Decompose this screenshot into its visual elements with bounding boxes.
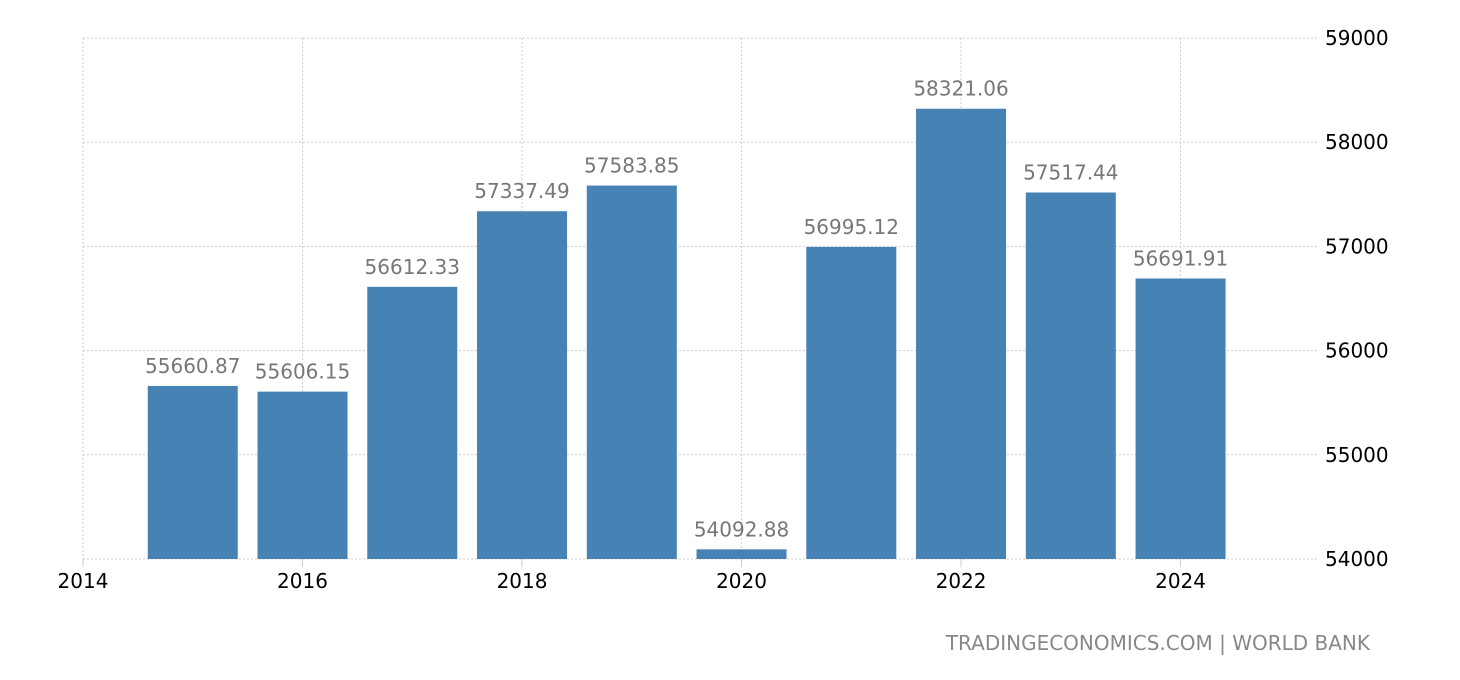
bar-2017 [367, 286, 458, 559]
data-label-2023: 57517.44 [1023, 160, 1118, 184]
data-label-2018: 57337.49 [474, 179, 569, 203]
data-label-2017: 56612.33 [365, 255, 460, 279]
x-tick-label: 2024 [1155, 569, 1206, 593]
y-tick-label: 56000 [1325, 339, 1389, 363]
data-label-2020: 54092.88 [694, 517, 789, 541]
bar-2019 [586, 185, 677, 559]
data-label-2015: 55660.87 [145, 354, 240, 378]
x-tick-label: 2020 [716, 569, 767, 593]
bar-2015 [147, 385, 238, 559]
data-label-2022: 58321.06 [913, 77, 1008, 101]
bar-2021 [806, 246, 897, 559]
data-label-2024: 56691.91 [1133, 247, 1228, 271]
y-tick-label: 59000 [1325, 26, 1389, 50]
x-tick-label: 2016 [277, 569, 328, 593]
y-tick-label: 58000 [1325, 130, 1389, 154]
y-tick-label: 55000 [1325, 443, 1389, 467]
x-tick-label: 2014 [58, 569, 109, 593]
data-label-2021: 56995.12 [804, 215, 899, 239]
bar-2018 [477, 211, 568, 560]
y-tick-label: 54000 [1325, 547, 1389, 571]
y-axis: 54000 55000 56000 57000 58000 59000 [1325, 26, 1389, 571]
bar-2020 [696, 549, 787, 559]
x-tick-label: 2022 [936, 569, 987, 593]
y-tick-label: 57000 [1325, 234, 1389, 258]
bar-2022 [916, 108, 1007, 559]
bar-2024 [1135, 278, 1226, 559]
bar-2023 [1025, 192, 1116, 559]
data-label-2016: 55606.15 [255, 360, 350, 384]
bars [147, 108, 1226, 560]
x-tick-label: 2018 [497, 569, 548, 593]
data-label-2019: 57583.85 [584, 154, 679, 178]
source-credit: TRADINGECONOMICS.COM | WORLD BANK [945, 631, 1371, 655]
data-labels: 55660.87 55606.15 56612.33 57337.49 57583.85… [145, 77, 1228, 542]
x-axis: 2014 2016 2018 2020 2022 2024 [58, 559, 1206, 593]
bar-2016 [257, 391, 348, 559]
